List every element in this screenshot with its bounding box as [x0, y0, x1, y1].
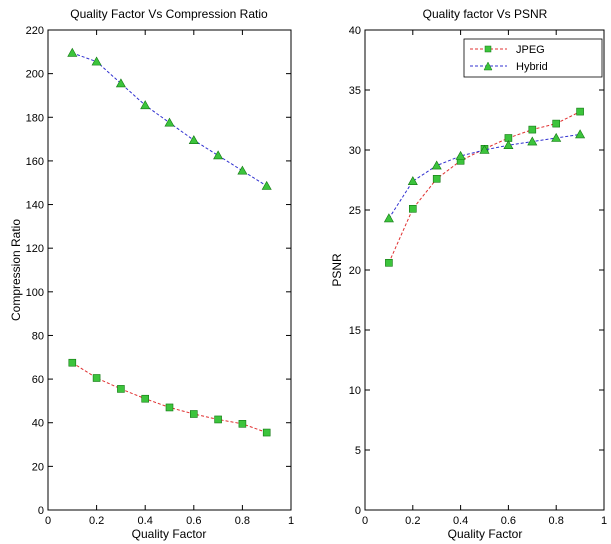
legend-label-hybrid: Hybrid [516, 61, 548, 73]
legend-marker-jpeg [484, 45, 492, 53]
x-tick-label: 0.6 [186, 515, 201, 527]
data-point-hybrid [455, 150, 466, 160]
data-point-hybrid [479, 144, 490, 154]
y-tick-label: 20 [349, 265, 361, 277]
data-point-hybrid [67, 47, 78, 57]
data-point-hybrid [431, 160, 442, 170]
x-tick-label: 0.4 [453, 515, 468, 527]
y-tick-label: 120 [26, 243, 44, 255]
data-point-hybrid [188, 135, 199, 144]
data-point-hybrid [551, 132, 562, 142]
data-point-jpeg [141, 394, 149, 403]
legend-label-jpeg: JPEG [516, 44, 545, 56]
y-tick-label: 40 [32, 418, 44, 430]
data-point-jpeg [92, 374, 101, 382]
y-tick-label: 220 [26, 25, 44, 37]
data-point-hybrid [115, 78, 126, 88]
y-axis-label: Compression Ratio [9, 219, 23, 321]
x-tick-label: 1 [288, 515, 294, 527]
data-point-jpeg [117, 385, 125, 393]
data-point-jpeg [432, 175, 441, 183]
x-axis-label: Quality Factor [132, 527, 207, 541]
data-point-hybrid [503, 140, 514, 149]
series-layer [383, 107, 586, 267]
data-point-hybrid [575, 129, 586, 139]
plot-frame [47, 29, 292, 511]
y-tick-label: 5 [355, 445, 361, 457]
data-point-jpeg [408, 205, 417, 213]
x-tick-label: 0.8 [549, 515, 564, 527]
y-tick-label: 160 [26, 156, 44, 168]
data-point-hybrid [91, 56, 102, 66]
chart-title: Quality factor Vs PSNR [423, 7, 548, 21]
legend-marker-hybrid [483, 61, 493, 71]
y-tick-label: 15 [349, 325, 361, 337]
data-point-hybrid [237, 165, 248, 175]
chart-psnr: Quality factor Vs PSNR 0 0.2 0.4 0.6 0.8 1051… [330, 7, 607, 541]
y-axis-label: PSNR [330, 253, 344, 287]
y-tick-label: 30 [349, 145, 361, 157]
data-point-jpeg [214, 415, 222, 424]
y-tick-label: 0 [38, 505, 44, 517]
series-layer [67, 47, 272, 437]
data-point-hybrid [140, 100, 151, 110]
data-point-jpeg [576, 107, 584, 116]
y-tick-label: 200 [26, 69, 44, 81]
x-tick-label: 0 [362, 515, 368, 527]
y-tick-label: 80 [32, 330, 44, 342]
legend-box [463, 38, 603, 78]
y-tick-label: 100 [26, 287, 44, 299]
series-line-jpeg [72, 362, 267, 434]
legend: JPEG Hybrid [463, 38, 603, 78]
data-point-hybrid [407, 176, 418, 185]
y-tick-label: 20 [32, 461, 44, 473]
series-line-jpeg [388, 111, 581, 264]
tick-group: 0 0.2 0.4 0.6 0.8 1 0 20 40 60 80 100 120 140 160 180 20… [26, 25, 294, 527]
data-point-jpeg [552, 119, 561, 128]
data-point-hybrid [164, 117, 175, 127]
plot-frame [364, 29, 605, 511]
data-point-hybrid [261, 180, 272, 190]
series-line-hybrid [388, 133, 581, 219]
y-tick-label: 25 [349, 205, 361, 217]
x-tick-label: 0.4 [138, 515, 153, 527]
data-point-jpeg [262, 428, 271, 437]
y-tick-label: 180 [26, 112, 44, 124]
data-point-jpeg [190, 410, 198, 418]
y-tick-label: 0 [355, 505, 361, 517]
y-tick-label: 35 [349, 85, 361, 97]
data-point-jpeg [238, 420, 247, 428]
x-tick-label: 0.6 [501, 515, 516, 527]
x-tick-label: 0.2 [405, 515, 420, 527]
y-tick-label: 60 [32, 374, 44, 386]
data-point-hybrid [213, 150, 224, 160]
data-point-jpeg [528, 125, 537, 134]
chart-compression-ratio: Quality Factor Vs Compression Ratio 0 0.2… [9, 7, 294, 541]
x-tick-label: 0.2 [89, 515, 104, 527]
x-axis-label: Quality Factor [448, 527, 523, 541]
data-point-jpeg [165, 403, 174, 412]
x-tick-label: 0.8 [235, 515, 250, 527]
y-tick-label: 40 [349, 25, 361, 37]
y-tick-label: 140 [26, 200, 44, 212]
x-tick-label: 1 [601, 515, 607, 527]
data-point-jpeg [385, 258, 393, 267]
data-point-hybrid [383, 213, 394, 223]
data-point-jpeg [68, 358, 77, 367]
data-point-hybrid [527, 136, 538, 146]
chart-title: Quality Factor Vs Compression Ratio [70, 7, 268, 21]
x-tick-label: 0 [45, 515, 51, 527]
y-tick-label: 10 [349, 385, 361, 397]
